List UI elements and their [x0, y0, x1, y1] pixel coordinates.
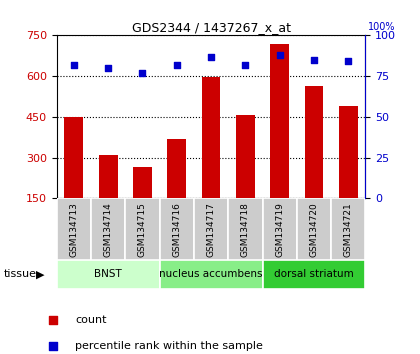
Text: GSM134719: GSM134719 [275, 202, 284, 257]
Text: BNST: BNST [94, 269, 122, 279]
Bar [64, 117, 83, 198]
Bar [297, 198, 331, 260]
Bar [304, 86, 323, 198]
Point [71, 62, 77, 68]
Bar [57, 260, 160, 289]
Bar [167, 138, 186, 198]
Bar [125, 198, 160, 260]
Text: tissue: tissue [4, 269, 37, 279]
Text: percentile rank within the sample: percentile rank within the sample [75, 341, 263, 350]
Point [324, 253, 331, 258]
Bar [160, 198, 194, 260]
Bar [57, 198, 91, 260]
Bar [99, 155, 118, 198]
Point [276, 52, 283, 58]
Text: dorsal striatum: dorsal striatum [274, 269, 354, 279]
Point [139, 70, 146, 76]
Text: GSM134715: GSM134715 [138, 202, 147, 257]
Text: GSM134721: GSM134721 [344, 202, 353, 257]
Point [324, 21, 331, 27]
Text: count: count [75, 315, 107, 325]
Bar [91, 198, 125, 260]
Point [173, 62, 180, 68]
Bar [202, 78, 220, 198]
Title: GDS2344 / 1437267_x_at: GDS2344 / 1437267_x_at [131, 21, 291, 34]
Bar [133, 167, 152, 198]
Bar [194, 198, 228, 260]
Point [345, 59, 352, 64]
Text: 100%: 100% [368, 22, 395, 32]
Point [105, 65, 112, 71]
Text: GSM134718: GSM134718 [241, 202, 250, 257]
Text: GSM134717: GSM134717 [207, 202, 215, 257]
Bar [331, 198, 365, 260]
Bar [236, 115, 255, 198]
Text: GSM134714: GSM134714 [104, 202, 113, 257]
Text: GSM134713: GSM134713 [69, 202, 79, 257]
Text: GSM134716: GSM134716 [172, 202, 181, 257]
Point [208, 54, 215, 59]
Text: nucleus accumbens: nucleus accumbens [159, 269, 263, 279]
Bar [262, 198, 297, 260]
Text: GSM134720: GSM134720 [310, 202, 318, 257]
Bar [262, 260, 365, 289]
Point [242, 62, 249, 68]
Bar [160, 260, 262, 289]
Bar [228, 198, 262, 260]
Point [310, 57, 318, 63]
Bar [270, 44, 289, 198]
Text: ▶: ▶ [36, 269, 44, 279]
Bar [339, 106, 358, 198]
